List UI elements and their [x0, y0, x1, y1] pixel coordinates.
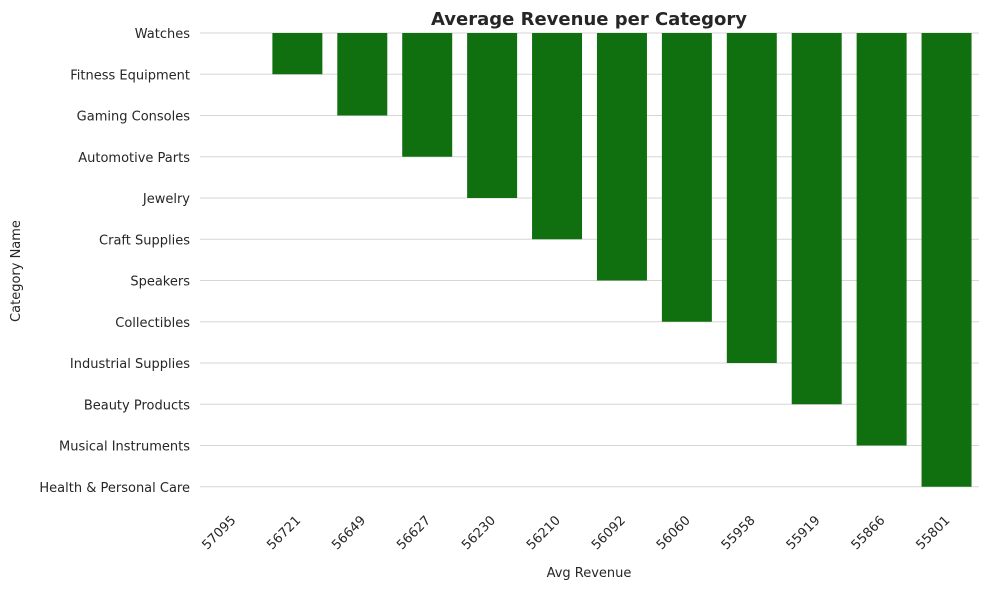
bar — [272, 33, 323, 75]
y-tick-label: Industrial Supplies — [70, 357, 190, 372]
bar — [596, 33, 647, 281]
gridlines — [200, 32, 979, 488]
y-tick-label: Musical Instruments — [59, 440, 190, 455]
y-tick-label: Beauty Products — [84, 398, 190, 413]
y-tick-label: Watches — [135, 27, 190, 42]
y-tick-label: Automotive Parts — [78, 151, 190, 166]
y-tick-label: Craft Supplies — [99, 233, 190, 248]
bar — [337, 33, 388, 116]
x-tick-label: 55919 — [784, 513, 824, 553]
bar — [532, 33, 583, 240]
x-tick-label: 56210 — [524, 513, 564, 553]
x-tick-label: 56060 — [654, 513, 694, 553]
bar — [402, 33, 453, 157]
bars — [272, 33, 972, 487]
x-tick-label: 55958 — [719, 513, 759, 553]
y-tick-label: Health & Personal Care — [39, 481, 190, 496]
x-tick-label: 56092 — [589, 513, 629, 553]
x-tick-label: 56627 — [394, 513, 434, 553]
x-axis-title: Avg Revenue — [547, 566, 632, 581]
x-tick-label: 56721 — [264, 513, 304, 553]
y-tick-label: Fitness Equipment — [70, 68, 190, 83]
y-tick-labels: Watches Fitness Equipment Gaming Consoles A… — [39, 27, 190, 496]
bar — [856, 33, 907, 446]
chart-title: Average Revenue per Category — [431, 9, 747, 30]
bar — [791, 33, 842, 405]
y-tick-label: Gaming Consoles — [77, 110, 191, 125]
y-tick-label: Jewelry — [142, 192, 190, 207]
x-tick-labels: 57095 56721 56649 56627 56230 56210 56092 56060… — [199, 513, 953, 553]
y-tick-label: Speakers — [130, 275, 190, 290]
x-tick-label: 57095 — [199, 513, 239, 553]
x-tick-label: 55866 — [849, 513, 889, 553]
bar — [921, 33, 972, 487]
bar — [726, 33, 777, 363]
bar — [661, 33, 712, 322]
y-axis-title: Category Name — [9, 220, 24, 322]
y-tick-label: Collectibles — [115, 316, 190, 331]
x-tick-label: 55801 — [914, 513, 954, 553]
x-tick-label: 56230 — [459, 513, 499, 553]
bar — [467, 33, 518, 198]
x-tick-label: 56649 — [329, 513, 369, 553]
